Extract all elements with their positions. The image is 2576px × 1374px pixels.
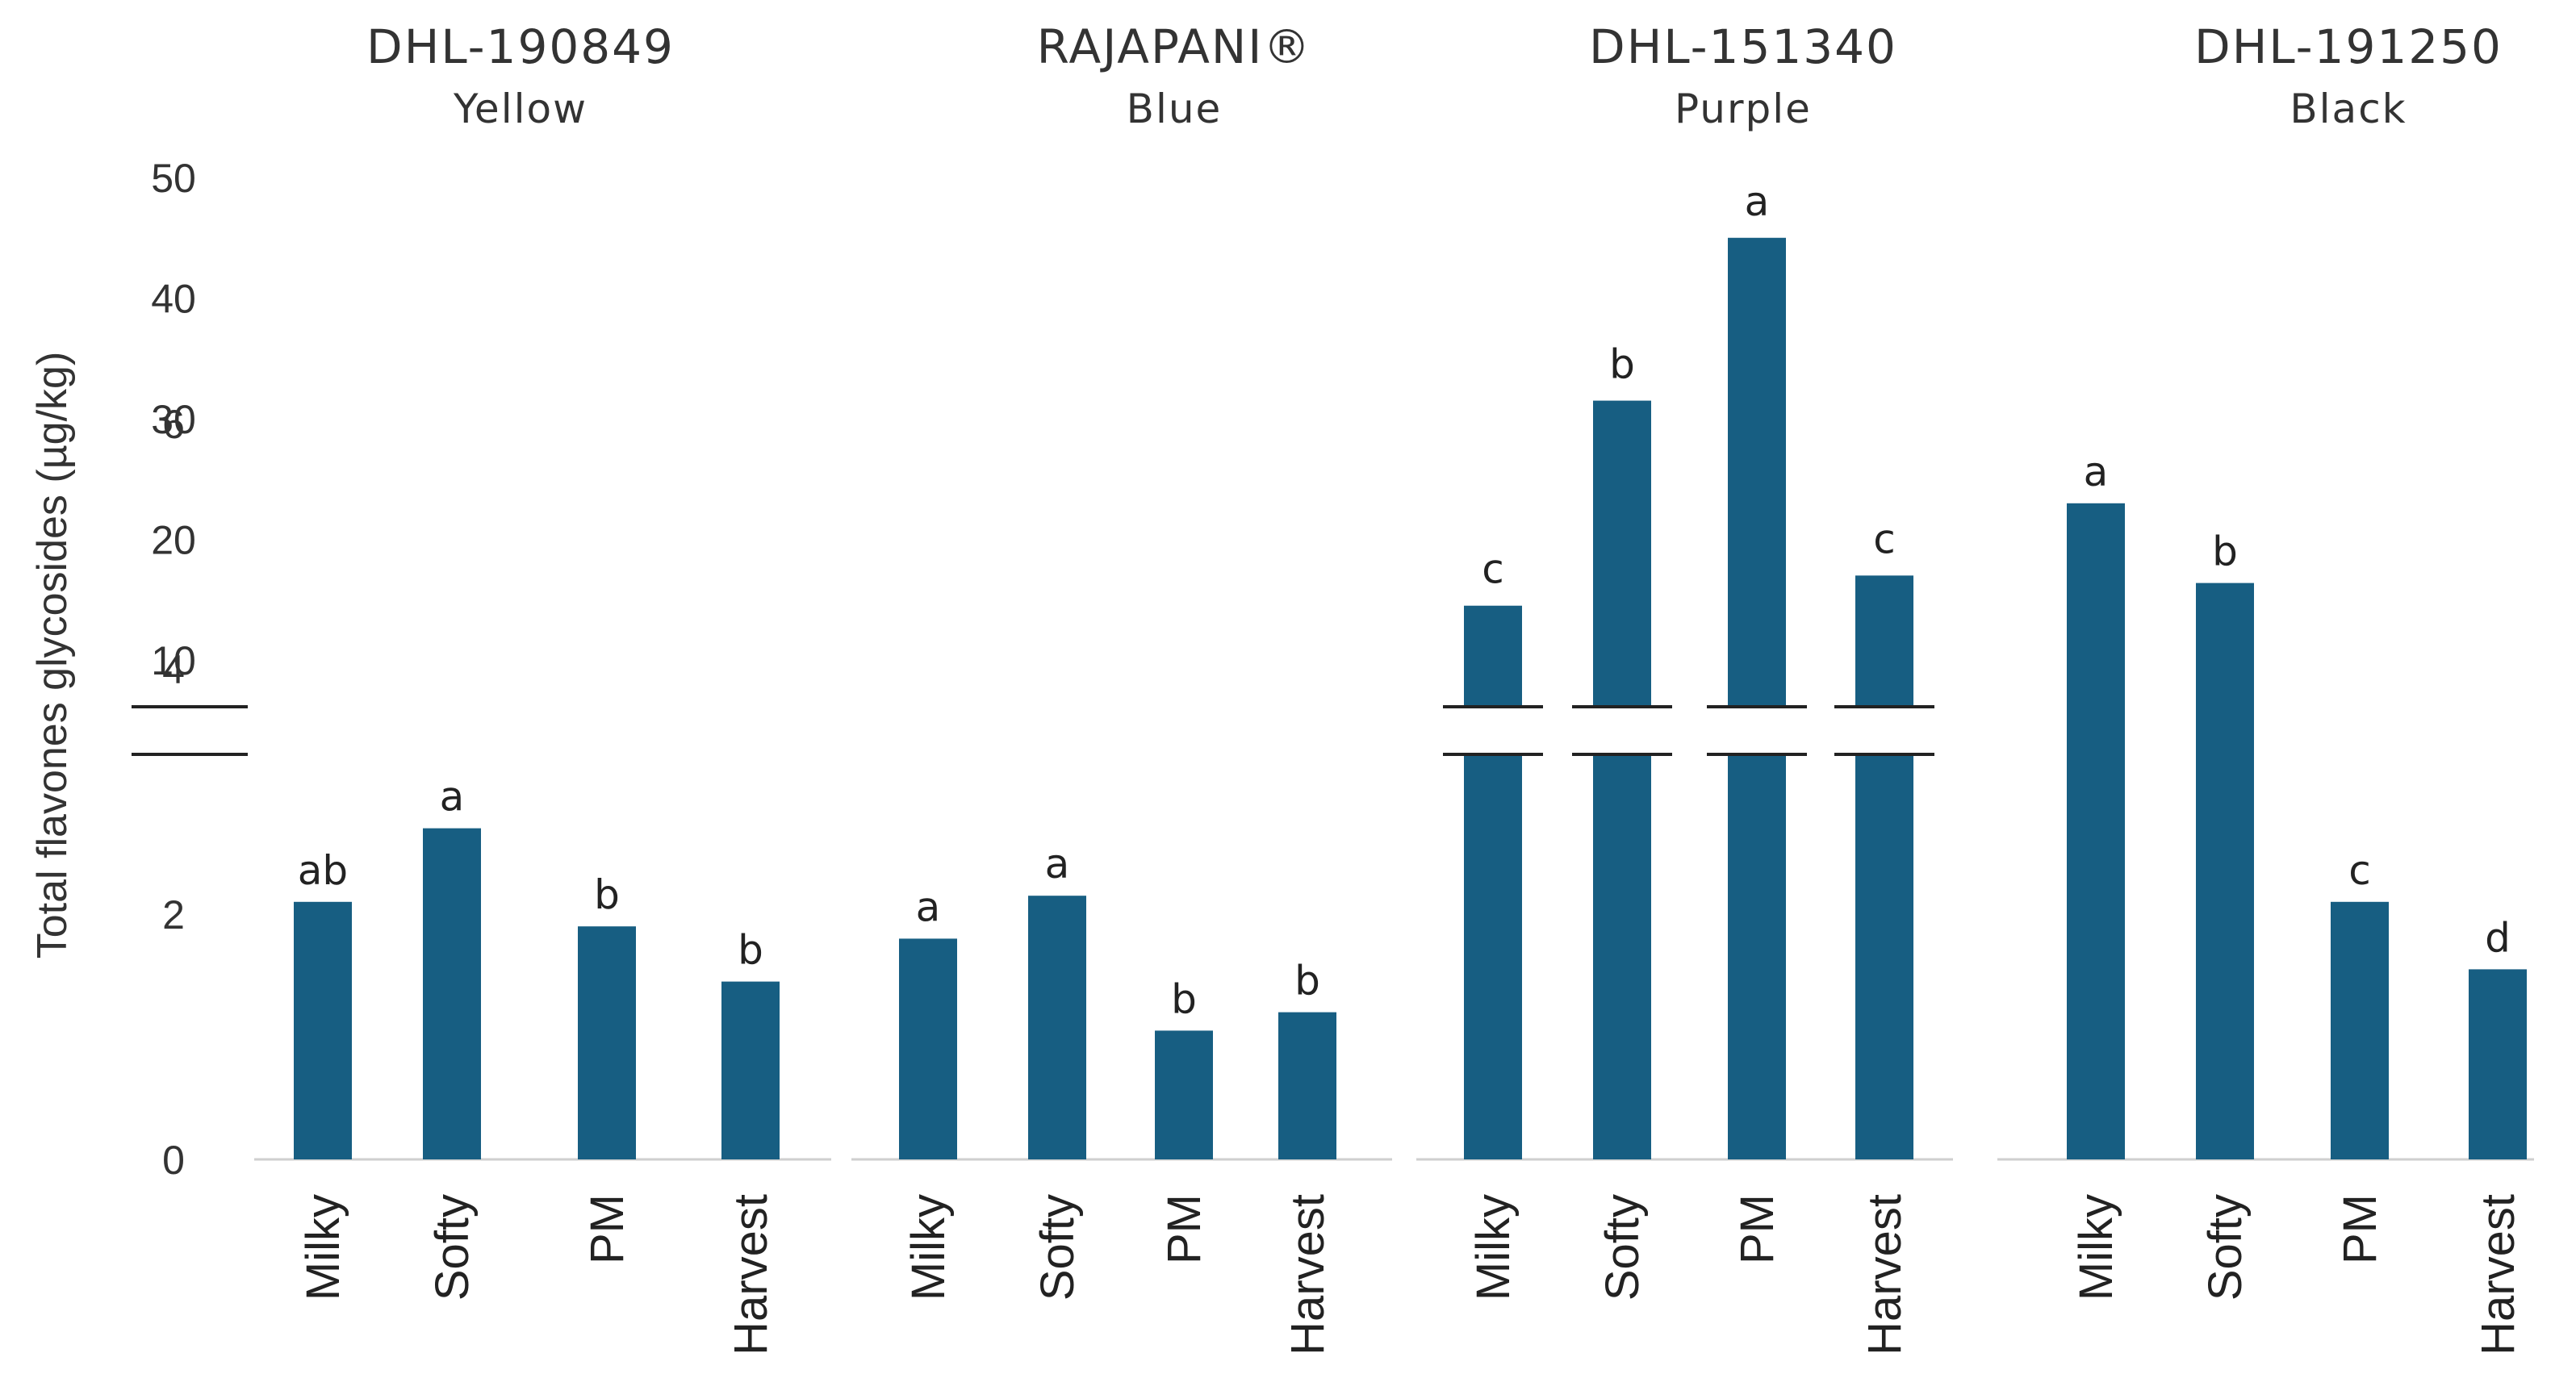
bar: [899, 938, 957, 1159]
significance-label: c: [1873, 516, 1896, 562]
y-tick-label: 4: [162, 647, 185, 692]
x-tick-label: PM: [1158, 1194, 1211, 1264]
panel-subtitle: Purple: [1675, 86, 1812, 132]
x-tick-label: Harvest: [2472, 1194, 2524, 1355]
x-tick-label: Milky: [1467, 1194, 1520, 1301]
x-tick-label: Milky: [902, 1194, 955, 1301]
bar: [1728, 237, 1786, 707]
bar-lower-segment: [1593, 754, 1651, 1159]
bar: [1278, 1012, 1336, 1159]
significance-label: b: [1609, 341, 1635, 388]
y-tick-label: 40: [151, 277, 196, 322]
significance-label: ab: [298, 847, 348, 894]
bar: [721, 981, 780, 1159]
bar: [1028, 896, 1086, 1159]
bar-lower-segment: [1728, 754, 1786, 1159]
significance-label: b: [2212, 528, 2238, 575]
significance-label: d: [2485, 914, 2511, 961]
panel-title: DHL-151340: [1589, 19, 1897, 74]
significance-label: b: [1171, 975, 1197, 1022]
y-tick-label: 6: [162, 402, 185, 447]
x-tick-label: Harvest: [725, 1194, 777, 1355]
significance-label: b: [1294, 958, 1320, 1004]
y-tick-label: 50: [151, 156, 196, 201]
x-tick-label: Milky: [2070, 1194, 2122, 1301]
significance-label: a: [2084, 449, 2109, 495]
bar: [1855, 575, 1913, 707]
bar: [1593, 400, 1651, 707]
bar: [1155, 1030, 1213, 1159]
bar: [578, 926, 636, 1159]
y-axis-label: Total flavones glycosides (µg/kg): [29, 352, 76, 959]
significance-label: b: [738, 927, 763, 974]
x-tick-label: Softy: [426, 1194, 479, 1301]
bar: [294, 901, 352, 1159]
bar: [423, 828, 481, 1159]
bar: [2067, 503, 2125, 1159]
significance-label: a: [440, 774, 465, 821]
x-tick-label: Softy: [1596, 1194, 1649, 1301]
y-tick-label: 10: [151, 638, 196, 683]
bar-lower-segment: [1464, 754, 1522, 1159]
panel-title: DHL-190849: [366, 19, 675, 74]
bar: [2331, 901, 2389, 1159]
bar: [2196, 583, 2254, 1159]
significance-label: a: [1745, 178, 1770, 225]
y-tick-label: 2: [162, 892, 185, 938]
y-tick-label: 30: [151, 397, 196, 442]
x-tick-label: PM: [581, 1194, 634, 1264]
significance-label: c: [2348, 847, 2371, 894]
x-tick-label: Harvest: [1282, 1194, 1334, 1355]
x-tick-label: PM: [1731, 1194, 1784, 1264]
panel-subtitle: Black: [2290, 86, 2407, 132]
x-tick-label: Softy: [2199, 1194, 2252, 1301]
panel-subtitle: Yellow: [453, 86, 588, 132]
panel-title: RAJAPANI®: [1037, 19, 1312, 74]
bar: [1464, 605, 1522, 707]
panel-subtitle: Blue: [1127, 86, 1223, 132]
x-tick-label: Softy: [1031, 1194, 1084, 1301]
x-tick-label: PM: [2334, 1194, 2386, 1264]
x-tick-label: Milky: [297, 1194, 349, 1301]
x-tick-label: Harvest: [1859, 1194, 1911, 1355]
significance-label: a: [1045, 841, 1070, 887]
y-tick-label: 20: [151, 518, 196, 563]
bar-lower-segment: [1855, 754, 1913, 1159]
y-tick-label: 0: [162, 1138, 185, 1183]
significance-label: c: [1482, 546, 1504, 593]
bar: [2469, 969, 2527, 1159]
significance-label: b: [594, 871, 620, 918]
panel-title: DHL-191250: [2194, 19, 2503, 74]
significance-label: a: [916, 883, 941, 930]
